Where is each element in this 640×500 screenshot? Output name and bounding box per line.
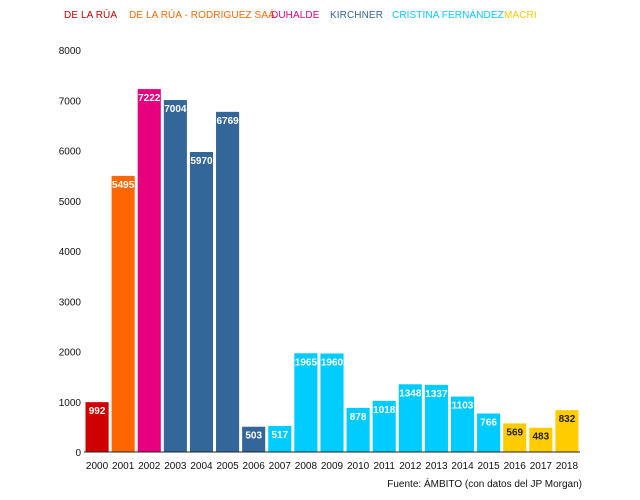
bar-value-label-2015: 766	[480, 418, 497, 429]
bar-2012	[398, 384, 422, 452]
y-tick-label-6000: 6000	[59, 147, 82, 158]
x-tick-label-2014: 2014	[451, 461, 474, 472]
bar-2008	[294, 353, 318, 452]
bar-2011	[372, 400, 396, 452]
bar-value-label-2004: 5970	[190, 156, 213, 167]
bar-2017	[529, 427, 553, 452]
legend-item-de-la-rua-rodriguez-saa: DE LA RÚA - RODRIGUEZ SAÁ	[129, 10, 275, 21]
x-tick-label-2012: 2012	[399, 461, 422, 472]
y-tick-label-7000: 7000	[59, 96, 82, 107]
bar-2013	[424, 384, 448, 452]
bar-value-label-2002: 7222	[138, 93, 161, 104]
bar-2009	[320, 353, 344, 452]
x-axis: 2000 2001 2002 2003 2004 2005 2006 2007 2008 2009…	[84, 451, 580, 472]
y-tick-label-4000: 4000	[59, 247, 82, 258]
bar-2007	[268, 426, 292, 452]
bar-value-label-2006: 503	[245, 431, 262, 442]
x-tick-label-2005: 2005	[216, 461, 239, 472]
legend-item-macri: MACRI	[504, 10, 537, 21]
bar-value-label-2010: 878	[350, 412, 367, 423]
legend-item-duhalde: DUHALDE	[271, 10, 320, 21]
bar-2014	[450, 396, 475, 452]
x-tick-label-2017: 2017	[530, 461, 553, 472]
bar-value-label-2016: 569	[506, 427, 523, 438]
bar-value-label-2000: 992	[89, 406, 106, 417]
x-tick-label-2000: 2000	[86, 461, 109, 472]
bar-2005	[216, 111, 240, 452]
bars	[85, 89, 579, 453]
bar-value-label-2008: 1965	[295, 357, 318, 368]
x-tick-label-2008: 2008	[295, 461, 318, 472]
x-tick-label-2003: 2003	[164, 461, 187, 472]
x-tick-label-2011: 2011	[373, 461, 395, 472]
y-tick-label-3000: 3000	[59, 297, 82, 308]
y-axis: 0 1000 2000 3000 4000 5000 6000 7000 8000	[59, 46, 82, 459]
source-note: Fuente: ÁMBITO (con datos del JP Morgan)	[387, 479, 582, 490]
x-tick-label-2010: 2010	[347, 461, 370, 472]
bar-value-label-2011: 1018	[373, 405, 396, 416]
bar-value-label-2017: 483	[532, 432, 549, 443]
legend-item-kirchner: KIRCHNER	[330, 10, 384, 21]
bar-value-label-2007: 517	[271, 430, 288, 441]
x-tick-label-2015: 2015	[478, 461, 501, 472]
bar-2000	[85, 402, 109, 452]
bar-value-label-2009: 1960	[321, 358, 344, 369]
bar-2003	[163, 100, 187, 452]
x-tick-label-2009: 2009	[321, 461, 344, 472]
x-tick-label-2001: 2001	[112, 461, 135, 472]
legend-item-de-la-rua: DE LA RÚA	[64, 10, 118, 21]
x-tick-label-2004: 2004	[190, 461, 213, 472]
bar-value-label-2014: 1103	[452, 401, 474, 412]
y-tick-label-8000: 8000	[59, 46, 82, 57]
bar-2006	[242, 426, 266, 452]
bar-2010	[346, 407, 370, 452]
y-tick-label-1000: 1000	[59, 398, 82, 409]
bar-value-label-2003: 7004	[164, 104, 187, 115]
x-tick-label-2006: 2006	[243, 461, 266, 472]
y-tick-label-0: 0	[75, 448, 81, 459]
x-tick-label-2007: 2007	[269, 461, 292, 472]
bar-2018	[555, 410, 579, 452]
bar-2001	[111, 175, 135, 452]
x-tick-label-2013: 2013	[425, 461, 448, 472]
legend-item-cristina-fernandez: CRISTINA FERNÁNDEZ	[392, 10, 504, 21]
bar-value-label-2005: 6769	[216, 116, 239, 127]
x-tick-label-2018: 2018	[556, 461, 579, 472]
bar-2002	[137, 89, 161, 453]
x-tick-label-2016: 2016	[504, 461, 527, 472]
bar-2004	[189, 152, 214, 452]
x-tick-label-2002: 2002	[138, 461, 161, 472]
chart-legend: DE LA RÚA DE LA RÚA - RODRIGUEZ SAÁ DUHA…	[64, 10, 634, 26]
bar-value-label-2012: 1348	[399, 388, 422, 399]
bar-2016	[503, 423, 527, 452]
bar-2015	[477, 413, 501, 452]
y-tick-label-2000: 2000	[59, 348, 82, 359]
bar-value-label-2013: 1337	[425, 389, 448, 400]
y-tick-label-5000: 5000	[59, 197, 82, 208]
bar-value-label-2001: 5495	[112, 180, 135, 191]
bar-value-label-2018: 832	[559, 414, 576, 425]
